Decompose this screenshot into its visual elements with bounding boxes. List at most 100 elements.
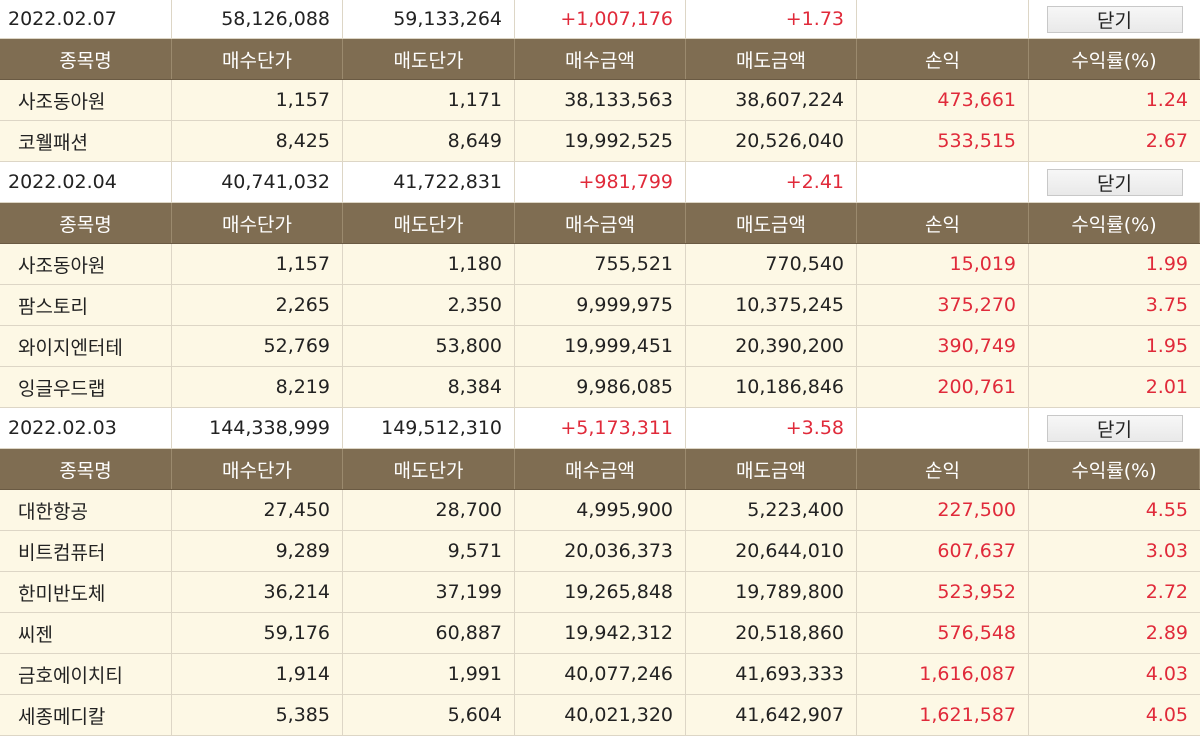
profit: 375,270 <box>857 285 1029 325</box>
stock-name[interactable]: 씨젠 <box>0 613 172 653</box>
sell-price: 37,199 <box>343 572 515 612</box>
table-row[interactable]: 사조동아원 1,157 1,171 38,133,563 38,607,224 473,6… <box>0 80 1200 121</box>
sell-amount: 38,607,224 <box>686 80 857 120</box>
summary-action-cell: 닫기 <box>1029 162 1200 202</box>
profit-rate: 3.03 <box>1145 540 1188 562</box>
stock-name[interactable]: 팜스토리 <box>0 285 172 325</box>
stock-name[interactable]: 세종메디칼 <box>0 695 172 735</box>
sell-price: 5,604 <box>343 695 515 735</box>
buy-amount: 40,077,246 <box>515 654 686 694</box>
table-row[interactable]: 씨젠 59,176 60,887 19,942,312 20,518,860 576,54… <box>0 613 1200 654</box>
header-rate: 수익률(%) <box>1029 39 1200 79</box>
sell-amount: 19,789,800 <box>686 572 857 612</box>
sell-amount: 20,526,040 <box>686 121 857 161</box>
profit: 1,616,087 <box>857 654 1029 694</box>
sell-price: 1,180 <box>343 244 515 284</box>
stock-name[interactable]: 코웰패션 <box>0 121 172 161</box>
profit-rate: 2.89 <box>1145 622 1188 644</box>
sell-amount: 20,644,010 <box>686 531 857 571</box>
header-rate: 수익률(%) <box>1029 449 1200 489</box>
buy-price: 8,425 <box>172 121 343 161</box>
profit-rate: 1.95 <box>1145 335 1188 357</box>
sell-amount: 41,693,333 <box>686 654 857 694</box>
sell-price: 53,800 <box>343 326 515 366</box>
stock-name[interactable]: 대한항공 <box>0 490 172 530</box>
profit: 200,761 <box>857 367 1029 407</box>
header-buy-price: 매수단가 <box>172 203 343 243</box>
buy-amount: 38,133,563 <box>515 80 686 120</box>
sell-price: 8,649 <box>343 121 515 161</box>
buy-amount: 9,986,085 <box>515 367 686 407</box>
summary-empty-cell <box>857 0 1029 38</box>
profit-rate: 1.24 <box>1145 89 1188 111</box>
date-summary-row: 2022.02.03 144,338,999 149,512,310 +5,173,3… <box>0 408 1200 449</box>
buy-price: 36,214 <box>172 572 343 612</box>
summary-buy-total: 144,338,999 <box>172 408 343 448</box>
header-buy-price: 매수단가 <box>172 449 343 489</box>
sell-price: 28,700 <box>343 490 515 530</box>
stock-name[interactable]: 한미반도체 <box>0 572 172 612</box>
summary-date: 2022.02.04 <box>0 162 172 202</box>
stock-name[interactable]: 사조동아원 <box>0 244 172 284</box>
table-row[interactable]: 팜스토리 2,265 2,350 9,999,975 10,375,245 375,270… <box>0 285 1200 326</box>
sell-price: 2,350 <box>343 285 515 325</box>
header-sell-amount: 매도금액 <box>686 39 857 79</box>
sell-amount: 10,186,846 <box>686 367 857 407</box>
profit: 390,749 <box>857 326 1029 366</box>
sell-price: 1,991 <box>343 654 515 694</box>
table-row[interactable]: 사조동아원 1,157 1,180 755,521 770,540 15,019 1.99 <box>0 244 1200 285</box>
buy-price: 5,385 <box>172 695 343 735</box>
table-row[interactable]: 비트컴퓨터 9,289 9,571 20,036,373 20,644,010 607,6… <box>0 531 1200 572</box>
close-button[interactable]: 닫기 <box>1046 5 1183 33</box>
summary-profit: +1,007,176 <box>515 0 686 38</box>
stock-name[interactable]: 비트컴퓨터 <box>0 531 172 571</box>
profit-rate: 2.01 <box>1145 376 1188 398</box>
header-sell-price: 매도단가 <box>343 449 515 489</box>
profit-rate: 3.75 <box>1145 294 1188 316</box>
table-row[interactable]: 대한항공 27,450 28,700 4,995,900 5,223,400 227,50… <box>0 490 1200 531</box>
profit: 1,621,587 <box>857 695 1029 735</box>
header-buy-amount: 매수금액 <box>515 449 686 489</box>
summary-rate: +1.73 <box>686 0 857 38</box>
table-row[interactable]: 세종메디칼 5,385 5,604 40,021,320 41,642,907 1,621… <box>0 695 1200 736</box>
buy-price: 9,289 <box>172 531 343 571</box>
header-buy-amount: 매수금액 <box>515 203 686 243</box>
buy-amount: 4,995,900 <box>515 490 686 530</box>
table-row[interactable]: 금호에이치티 1,914 1,991 40,077,246 41,693,333 1,61… <box>0 654 1200 695</box>
buy-amount: 19,999,451 <box>515 326 686 366</box>
buy-amount: 19,265,848 <box>515 572 686 612</box>
stock-name[interactable]: 사조동아원 <box>0 80 172 120</box>
column-header-row: 종목명 매수단가 매도단가 매수금액 매도금액 손익 수익률(%) <box>0 39 1200 80</box>
summary-profit: +981,799 <box>515 162 686 202</box>
close-button[interactable]: 닫기 <box>1046 414 1183 442</box>
sell-price: 60,887 <box>343 613 515 653</box>
header-buy-amount: 매수금액 <box>515 39 686 79</box>
profit-rate: 4.03 <box>1145 663 1188 685</box>
summary-buy-total: 58,126,088 <box>172 0 343 38</box>
stock-name[interactable]: 잉글우드랩 <box>0 367 172 407</box>
profit: 15,019 <box>857 244 1029 284</box>
buy-price: 52,769 <box>172 326 343 366</box>
summary-action-cell: 닫기 <box>1029 0 1200 38</box>
table-row[interactable]: 와이지엔터테 52,769 53,800 19,999,451 20,390,200 39… <box>0 326 1200 367</box>
sell-amount: 5,223,400 <box>686 490 857 530</box>
sell-amount: 10,375,245 <box>686 285 857 325</box>
close-button[interactable]: 닫기 <box>1046 168 1183 196</box>
stock-name[interactable]: 금호에이치티 <box>0 654 172 694</box>
stock-name[interactable]: 와이지엔터테 <box>0 326 172 366</box>
table-row[interactable]: 잉글우드랩 8,219 8,384 9,986,085 10,186,846 200,76… <box>0 367 1200 408</box>
summary-sell-total: 59,133,264 <box>343 0 515 38</box>
summary-action-cell: 닫기 <box>1029 408 1200 448</box>
buy-amount: 20,036,373 <box>515 531 686 571</box>
summary-buy-total: 40,741,032 <box>172 162 343 202</box>
sell-price: 1,171 <box>343 80 515 120</box>
summary-profit: +5,173,311 <box>515 408 686 448</box>
profit-rate: 4.05 <box>1145 704 1188 726</box>
table-row[interactable]: 코웰패션 8,425 8,649 19,992,525 20,526,040 533,51… <box>0 121 1200 162</box>
sell-amount: 41,642,907 <box>686 695 857 735</box>
column-header-row: 종목명 매수단가 매도단가 매수금액 매도금액 손익 수익률(%) <box>0 203 1200 244</box>
profit-rate: 1.99 <box>1145 253 1188 275</box>
buy-amount: 40,021,320 <box>515 695 686 735</box>
table-row[interactable]: 한미반도체 36,214 37,199 19,265,848 19,789,800 523… <box>0 572 1200 613</box>
header-sell-price: 매도단가 <box>343 203 515 243</box>
